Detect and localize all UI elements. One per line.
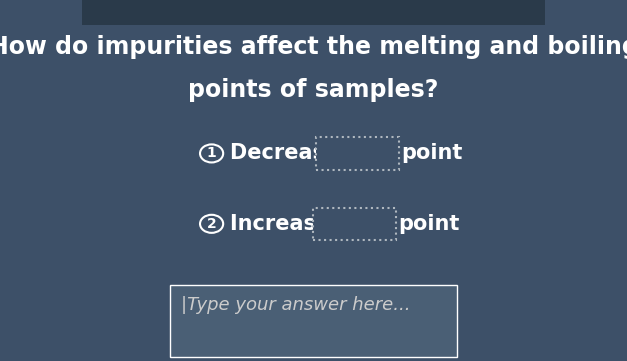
FancyBboxPatch shape: [82, 0, 545, 25]
Text: point: point: [398, 214, 460, 234]
Text: How do impurities affect the melting and boiling: How do impurities affect the melting and…: [0, 35, 627, 59]
Text: |Type your answer here...: |Type your answer here...: [181, 296, 411, 314]
FancyBboxPatch shape: [170, 285, 457, 357]
Text: 1: 1: [207, 147, 216, 160]
Circle shape: [200, 215, 223, 233]
Text: Decrease the: Decrease the: [230, 143, 386, 164]
Text: Increase the: Increase the: [230, 214, 377, 234]
Text: 2: 2: [207, 217, 216, 231]
FancyBboxPatch shape: [313, 208, 396, 240]
Text: point: point: [401, 143, 463, 164]
Circle shape: [200, 144, 223, 162]
Text: points of samples?: points of samples?: [188, 78, 439, 102]
FancyBboxPatch shape: [316, 137, 399, 170]
